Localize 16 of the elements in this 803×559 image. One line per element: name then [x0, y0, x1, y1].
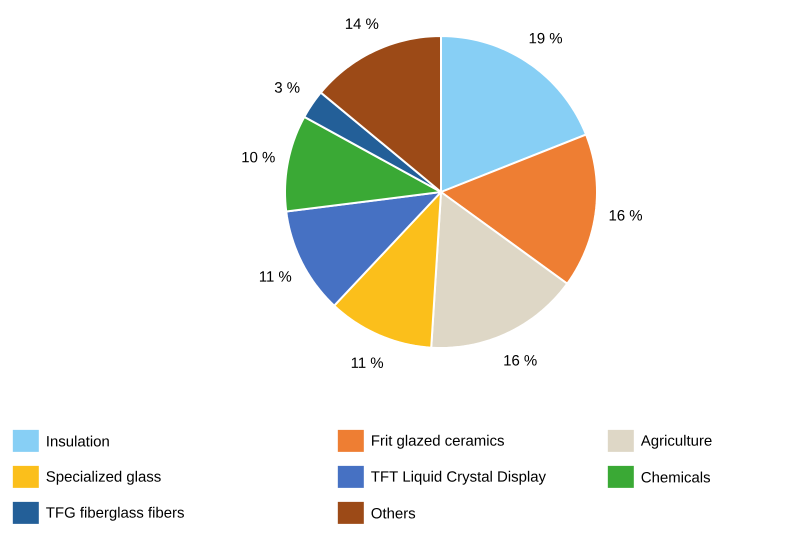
- data-label: 11 %: [260, 271, 292, 282]
- legend-label: Insulation: [47, 436, 109, 447]
- legend-label: TFG fiberglass fibers: [46, 506, 184, 521]
- legend-label: Chemicals: [642, 472, 710, 483]
- legend-label: Specialized glass: [46, 470, 161, 485]
- legend-label: TFT Liquid Crystal Display: [371, 470, 546, 485]
- data-label: 14 %: [346, 18, 378, 29]
- data-label: 3 %: [274, 82, 300, 93]
- legend-label: Agriculture: [640, 434, 712, 449]
- legend-label: Frit glazed ceramics: [372, 434, 504, 449]
- data-label: 16 %: [610, 210, 642, 221]
- data-label: 10 %: [242, 152, 275, 162]
- data-label: 19 %: [530, 32, 562, 44]
- data-label: 11 %: [352, 357, 384, 368]
- data-label: 16 %: [504, 355, 537, 366]
- legend-label: Others: [372, 508, 416, 519]
